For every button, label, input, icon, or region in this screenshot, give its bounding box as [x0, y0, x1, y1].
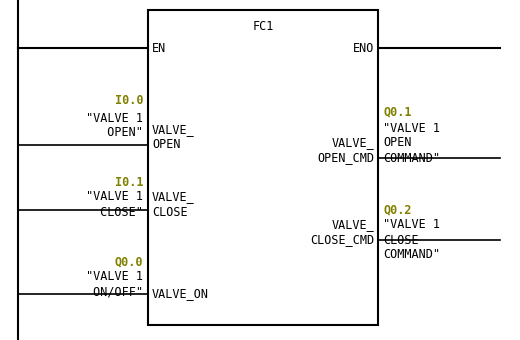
Text: VALVE_ON: VALVE_ON	[152, 288, 209, 301]
Text: OPEN": OPEN"	[93, 126, 143, 139]
Text: I0.0: I0.0	[114, 94, 143, 106]
Text: "VALVE 1: "VALVE 1	[86, 190, 143, 204]
Text: Q0.0: Q0.0	[114, 255, 143, 269]
Text: VALVE_: VALVE_	[152, 190, 195, 204]
Text: "VALVE 1: "VALVE 1	[383, 219, 440, 232]
Text: "VALVE 1: "VALVE 1	[86, 271, 143, 284]
Text: OPEN: OPEN	[152, 138, 180, 152]
Text: Q0.1: Q0.1	[383, 105, 411, 119]
Text: I0.1: I0.1	[114, 175, 143, 188]
Bar	[148, 10, 378, 325]
Text: Q0.2: Q0.2	[383, 204, 411, 217]
Text: CLOSE: CLOSE	[383, 234, 419, 246]
Text: VALVE_: VALVE_	[331, 136, 374, 150]
Text: FC1: FC1	[252, 19, 274, 33]
Text: OPEN_CMD: OPEN_CMD	[317, 152, 374, 165]
Text: VALVE_: VALVE_	[152, 123, 195, 136]
Text: CLOSE": CLOSE"	[93, 205, 143, 219]
Text: "VALVE 1: "VALVE 1	[383, 121, 440, 135]
Text: CLOSE_CMD: CLOSE_CMD	[310, 234, 374, 246]
Text: COMMAND": COMMAND"	[383, 249, 440, 261]
Text: ENO: ENO	[353, 41, 374, 54]
Text: "VALVE 1: "VALVE 1	[86, 112, 143, 124]
Text: OPEN: OPEN	[383, 136, 411, 150]
Text: CLOSE: CLOSE	[152, 205, 188, 219]
Text: EN: EN	[152, 41, 166, 54]
Text: ON/OFF": ON/OFF"	[86, 286, 143, 299]
Text: VALVE_: VALVE_	[331, 219, 374, 232]
Text: COMMAND": COMMAND"	[383, 152, 440, 165]
